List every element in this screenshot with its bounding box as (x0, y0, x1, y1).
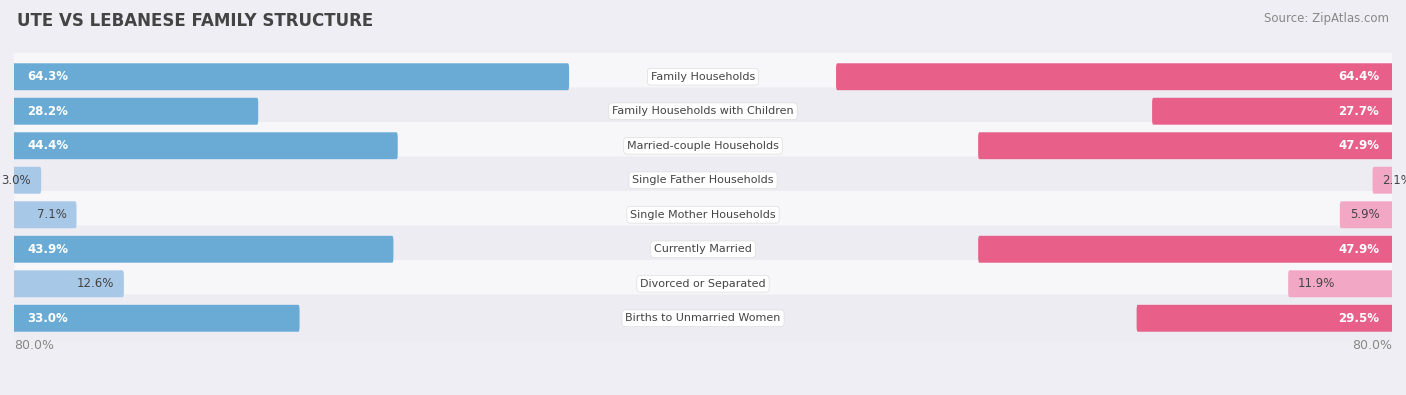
FancyBboxPatch shape (13, 201, 76, 228)
Text: Married-couple Households: Married-couple Households (627, 141, 779, 151)
FancyBboxPatch shape (1340, 201, 1393, 228)
Text: Family Households: Family Households (651, 72, 755, 82)
Text: 27.7%: 27.7% (1339, 105, 1379, 118)
Text: Currently Married: Currently Married (654, 244, 752, 254)
FancyBboxPatch shape (13, 236, 394, 263)
Text: 47.9%: 47.9% (1339, 243, 1379, 256)
FancyBboxPatch shape (1152, 98, 1393, 125)
Text: Divorced or Separated: Divorced or Separated (640, 279, 766, 289)
Text: 7.1%: 7.1% (37, 208, 66, 221)
Text: 80.0%: 80.0% (14, 339, 53, 352)
Text: 80.0%: 80.0% (1353, 339, 1392, 352)
Text: Source: ZipAtlas.com: Source: ZipAtlas.com (1264, 12, 1389, 25)
FancyBboxPatch shape (1288, 270, 1393, 297)
Text: 64.4%: 64.4% (1339, 70, 1379, 83)
Text: Single Father Households: Single Father Households (633, 175, 773, 185)
FancyBboxPatch shape (13, 270, 124, 297)
Text: Family Households with Children: Family Households with Children (612, 106, 794, 116)
FancyBboxPatch shape (979, 236, 1393, 263)
Text: 29.5%: 29.5% (1339, 312, 1379, 325)
Text: Births to Unmarried Women: Births to Unmarried Women (626, 313, 780, 323)
Text: 2.1%: 2.1% (1382, 174, 1406, 187)
FancyBboxPatch shape (11, 53, 1395, 101)
Text: 64.3%: 64.3% (27, 70, 67, 83)
FancyBboxPatch shape (11, 226, 1395, 273)
FancyBboxPatch shape (11, 156, 1395, 204)
FancyBboxPatch shape (13, 63, 569, 90)
FancyBboxPatch shape (11, 122, 1395, 169)
FancyBboxPatch shape (11, 87, 1395, 135)
Text: UTE VS LEBANESE FAMILY STRUCTURE: UTE VS LEBANESE FAMILY STRUCTURE (17, 12, 373, 30)
FancyBboxPatch shape (979, 132, 1393, 159)
FancyBboxPatch shape (13, 132, 398, 159)
Text: 33.0%: 33.0% (27, 312, 67, 325)
FancyBboxPatch shape (837, 63, 1393, 90)
FancyBboxPatch shape (13, 167, 41, 194)
Text: Single Mother Households: Single Mother Households (630, 210, 776, 220)
Text: 12.6%: 12.6% (76, 277, 114, 290)
FancyBboxPatch shape (13, 98, 259, 125)
Text: 11.9%: 11.9% (1298, 277, 1336, 290)
Text: 3.0%: 3.0% (1, 174, 31, 187)
FancyBboxPatch shape (11, 191, 1395, 239)
FancyBboxPatch shape (1136, 305, 1393, 332)
FancyBboxPatch shape (11, 260, 1395, 308)
Text: 5.9%: 5.9% (1350, 208, 1379, 221)
Text: 28.2%: 28.2% (27, 105, 67, 118)
FancyBboxPatch shape (11, 294, 1395, 342)
Text: 47.9%: 47.9% (1339, 139, 1379, 152)
FancyBboxPatch shape (13, 305, 299, 332)
FancyBboxPatch shape (1372, 167, 1393, 194)
Text: 44.4%: 44.4% (27, 139, 67, 152)
Text: 43.9%: 43.9% (27, 243, 67, 256)
